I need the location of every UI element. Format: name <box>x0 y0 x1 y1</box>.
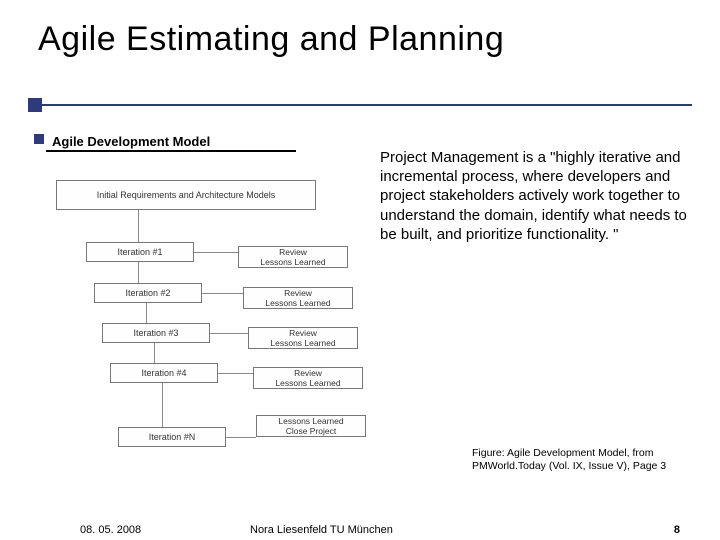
footer-center: Nora Liesenfeld TU München <box>250 524 393 536</box>
connector-line <box>162 383 163 427</box>
review-box: Review Lessons Learned <box>238 246 348 268</box>
connector-line <box>218 373 253 374</box>
figure-caption: Figure: Agile Development Model, from PM… <box>472 447 692 473</box>
connector-line <box>138 262 139 283</box>
connector-line <box>226 437 256 438</box>
requirements-box: Initial Requirements and Architecture Mo… <box>56 180 316 210</box>
connector-line <box>194 252 238 253</box>
diagram-heading-underline <box>46 150 296 152</box>
iteration-box: Iteration #3 <box>102 323 210 343</box>
connector-line <box>146 303 147 323</box>
connector-line <box>154 343 155 363</box>
iteration-box: Iteration #N <box>118 427 226 447</box>
diagram-bullet <box>34 134 44 144</box>
iteration-box: Iteration #1 <box>86 242 194 262</box>
review-box: Review Lessons Learned <box>253 367 363 389</box>
footer-page-number: 8 <box>674 524 680 536</box>
iteration-box: Iteration #4 <box>110 363 218 383</box>
diagram-container: Agile Development Model Initial Requirem… <box>38 160 418 490</box>
slide-title: Agile Estimating and Planning <box>38 20 504 59</box>
accent-square <box>28 98 42 112</box>
slide-root: Agile Estimating and Planning Project Ma… <box>0 0 720 540</box>
accent-line <box>42 104 692 106</box>
connector-line <box>138 210 139 242</box>
review-box: Review Lessons Learned <box>248 327 358 349</box>
connector-line <box>202 293 243 294</box>
body-paragraph: Project Management is a "highly iterativ… <box>380 148 690 244</box>
connector-line <box>210 333 248 334</box>
review-box: Lessons Learned Close Project <box>256 415 366 437</box>
footer-date: 08. 05. 2008 <box>80 524 141 536</box>
iteration-box: Iteration #2 <box>94 283 202 303</box>
diagram-heading: Agile Development Model <box>48 130 308 152</box>
review-box: Review Lessons Learned <box>243 287 353 309</box>
